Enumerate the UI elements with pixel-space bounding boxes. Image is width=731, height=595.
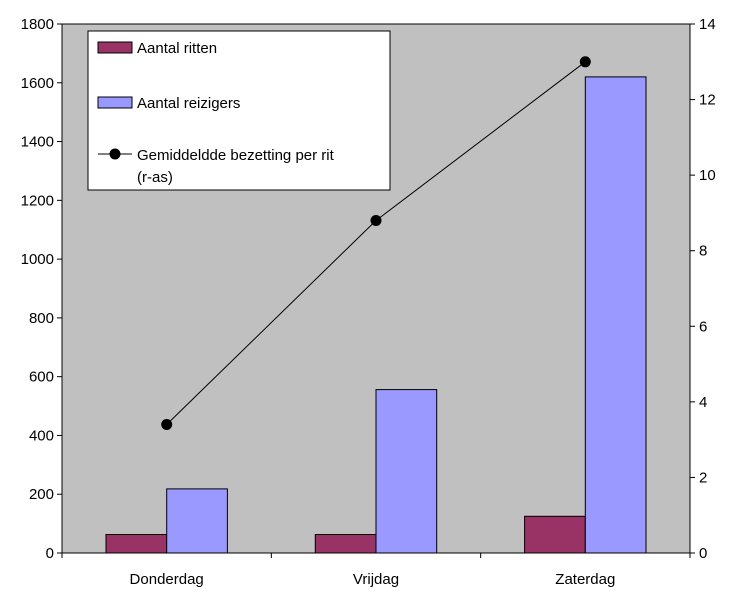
legend-swatch-aantal-reizigers	[97, 96, 133, 109]
y2-tick-label: 10	[699, 167, 716, 184]
legend: Aantal ritten Aantal reizigers Gemiddeld…	[87, 30, 391, 191]
y2-tick-label: 8	[699, 243, 707, 260]
line-layer	[161, 56, 591, 430]
y-tick-label: 1400	[21, 134, 54, 151]
y-tick-label: 800	[29, 310, 54, 327]
y2-tick-label: 2	[699, 469, 707, 486]
bar-aantal-ritten-vrijdag	[314, 534, 377, 554]
bar-aantal-ritten-donderdag	[105, 534, 168, 554]
legend-item-aantal-reizigers: Aantal reizigers	[97, 95, 240, 112]
y-tick-label: 1000	[21, 251, 54, 268]
legend-label-bezetting-line2: (r-as)	[137, 169, 173, 186]
legend-label-bezetting: Gemiddeldde bezetting per rit	[137, 147, 335, 164]
y-tick-label: 1600	[21, 75, 54, 92]
y2-tick-label: 14	[699, 16, 716, 33]
x-tick-label-vrijdag: Vrijdag	[353, 571, 399, 588]
legend-item-aantal-ritten: Aantal ritten	[97, 40, 217, 57]
bar-aantal-reizigers-vrijdag	[375, 389, 438, 554]
y2-tick-label: 6	[699, 318, 707, 335]
y-tick-label: 600	[29, 369, 54, 386]
bars-layer	[105, 76, 647, 554]
y2-tick-label: 0	[699, 545, 707, 562]
legend-marker-bezetting	[109, 148, 121, 160]
x-tick-label-donderdag: Donderdag	[130, 571, 204, 588]
y2-tick-label: 12	[699, 92, 716, 109]
legend-box	[87, 30, 391, 191]
legend-item-bezetting: Gemiddeldde bezetting per rit (r-as)	[98, 147, 335, 186]
y-tick-label: 1800	[21, 16, 54, 33]
legend-swatch-aantal-ritten	[97, 41, 133, 54]
y-tick-label: 1200	[21, 192, 54, 209]
point-bezetting-vrijdag	[370, 215, 382, 226]
point-bezetting-zaterdag	[579, 56, 591, 68]
bar-aantal-reizigers-zaterdag	[584, 76, 647, 554]
bar-aantal-reizigers-donderdag	[166, 488, 228, 554]
y-tick-label: 0	[46, 545, 54, 562]
bar-aantal-ritten-zaterdag	[524, 515, 586, 554]
y-tick-label: 400	[29, 427, 54, 444]
y-tick-label: 200	[29, 486, 54, 503]
legend-label-aantal-reizigers: Aantal reizigers	[137, 95, 240, 112]
x-tick-label-zaterdag: Zaterdag	[555, 571, 615, 588]
legend-label-aantal-ritten: Aantal ritten	[137, 40, 217, 57]
y2-tick-label: 4	[699, 394, 707, 411]
axes-layer: 0 200 400 600 800 1000 1200 1400 1600 1800 0 2 4 6 8 10…	[21, 16, 716, 588]
point-bezetting-donderdag	[161, 419, 173, 430]
